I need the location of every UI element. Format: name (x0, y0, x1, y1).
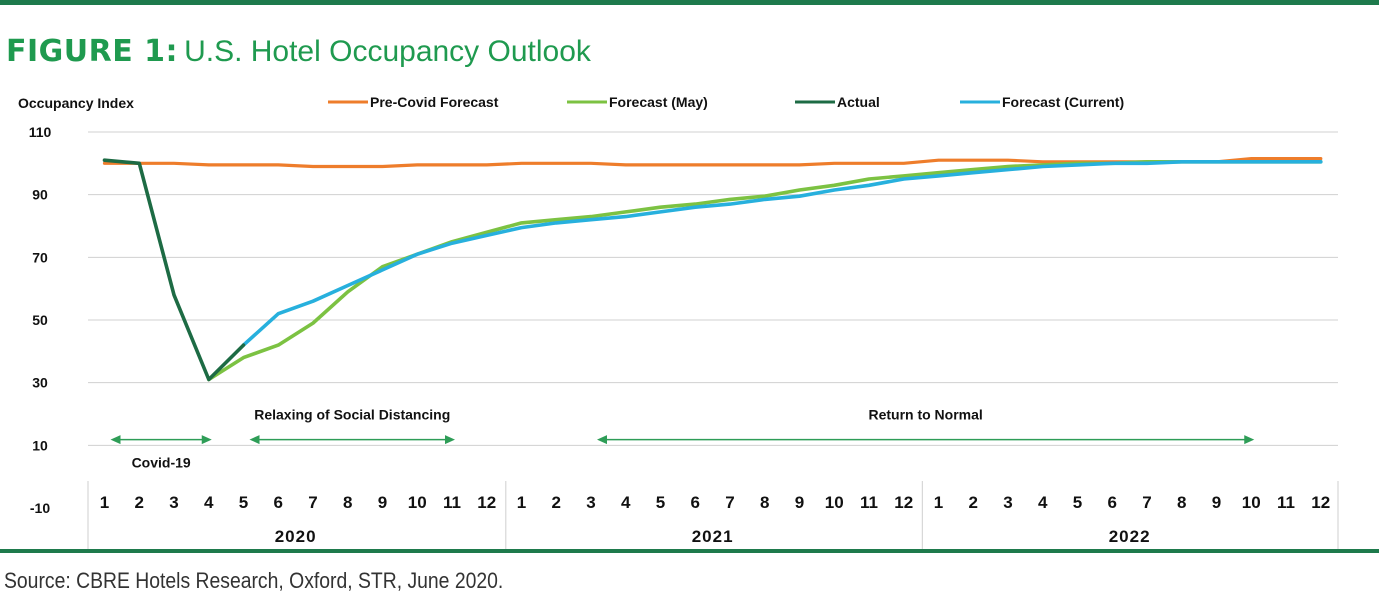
x-tick-label-month: 6 (691, 493, 700, 512)
annotation-label: Return to Normal (868, 407, 982, 423)
x-tick-label-month: 2 (552, 493, 561, 512)
figure-label: FIGURE 1: (6, 34, 179, 69)
x-tick-label-month: 12 (894, 493, 913, 512)
x-tick-label-month: 6 (1108, 493, 1117, 512)
x-tick-label-month: 4 (1038, 493, 1048, 512)
x-tick-label-year: 2020 (275, 527, 317, 546)
x-tick-label-month: 3 (1003, 493, 1012, 512)
annotation-arrowhead (201, 435, 212, 445)
x-tick-label-month: 9 (1212, 493, 1221, 512)
y-tick-label: 50 (32, 312, 48, 328)
x-tick-label-month: 1 (517, 493, 526, 512)
x-tick-label-month: 3 (169, 493, 178, 512)
annotation-arrowhead (445, 435, 455, 445)
x-tick-label-month: 12 (1311, 493, 1330, 512)
legend-label: Forecast (Current) (1002, 94, 1124, 110)
x-tick-label-month: 11 (860, 493, 878, 512)
x-tick-label-month: 7 (1142, 493, 1151, 512)
figure-title: FIGURE 1: U.S. Hotel Occupancy Outlook (6, 34, 591, 70)
bottom-rule (0, 549, 1379, 553)
x-tick-label-month: 5 (656, 493, 665, 512)
y-tick-label: 90 (32, 187, 48, 203)
x-tick-label-month: 4 (621, 493, 631, 512)
x-tick-label-month: 9 (378, 493, 387, 512)
x-tick-label-month: 5 (239, 493, 248, 512)
annotation-label: Covid-19 (132, 455, 191, 471)
annotation-label: Relaxing of Social Distancing (254, 407, 450, 423)
x-tick-label-month: 2 (135, 493, 144, 512)
x-tick-label-month: 5 (1073, 493, 1082, 512)
x-tick-label-year: 2021 (692, 527, 734, 546)
x-tick-label-month: 8 (1177, 493, 1186, 512)
x-tick-label-month: 10 (1242, 493, 1261, 512)
y-tick-label: 30 (32, 375, 48, 391)
x-tick-label-month: 10 (408, 493, 427, 512)
y-tick-label: 10 (32, 437, 48, 453)
x-tick-label-month: 9 (795, 493, 804, 512)
x-tick-label-month: 4 (204, 493, 214, 512)
x-tick-label-month: 8 (343, 493, 352, 512)
annotation-arrowhead (597, 435, 607, 445)
x-tick-label-month: 6 (274, 493, 283, 512)
x-tick-label-month: 8 (760, 493, 769, 512)
legend-label: Forecast (May) (609, 94, 708, 110)
x-tick-label-month: 3 (586, 493, 595, 512)
x-tick-label-month: 12 (477, 493, 496, 512)
figure-title-text: U.S. Hotel Occupancy Outlook (184, 35, 591, 68)
x-tick-label-month: 10 (825, 493, 844, 512)
x-tick-label-month: 7 (308, 493, 317, 512)
y-tick-label: -10 (30, 500, 50, 516)
annotation-arrowhead (249, 435, 260, 445)
y-tick-label: 70 (32, 249, 48, 265)
top-rule (0, 0, 1379, 5)
legend-label: Actual (837, 94, 880, 110)
x-tick-label-month: 1 (100, 493, 109, 512)
x-tick-label-month: 2 (969, 493, 978, 512)
x-tick-label-month: 11 (443, 493, 461, 512)
source-note: Source: CBRE Hotels Research, Oxford, ST… (4, 568, 504, 593)
x-tick-label-month: 1 (934, 493, 943, 512)
y-axis-title: Occupancy Index (18, 95, 134, 111)
annotation-arrowhead (1244, 435, 1255, 445)
series-line (102, 158, 246, 382)
x-tick-label-year: 2022 (1109, 527, 1151, 546)
x-tick-label-month: 11 (1277, 493, 1295, 512)
y-tick-label: 110 (29, 124, 52, 140)
annotation-arrowhead (110, 435, 121, 445)
series-line (241, 160, 1323, 347)
legend-label: Pre-Covid Forecast (370, 94, 499, 110)
x-tick-label-month: 7 (725, 493, 734, 512)
